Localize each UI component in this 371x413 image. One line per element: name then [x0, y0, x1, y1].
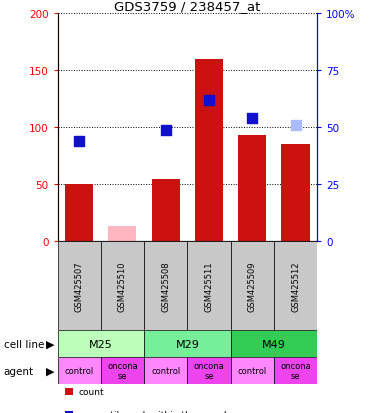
Text: oncona
se: oncona se: [280, 361, 311, 380]
Text: percentile rank within the sample: percentile rank within the sample: [79, 410, 232, 413]
Bar: [144, 242, 187, 330]
Point: [249, 116, 255, 122]
Text: GSM425507: GSM425507: [75, 261, 83, 311]
Text: GSM425509: GSM425509: [248, 261, 257, 311]
Bar: [144, 330, 231, 357]
Bar: [144, 357, 187, 384]
Bar: [101, 357, 144, 384]
Point: [76, 138, 82, 145]
Point: [206, 97, 212, 104]
Text: GSM425512: GSM425512: [291, 261, 300, 311]
Bar: [274, 357, 317, 384]
Bar: [238, 136, 266, 242]
Text: M49: M49: [262, 339, 286, 349]
Bar: [274, 242, 317, 330]
Bar: [58, 242, 101, 330]
Text: cell line: cell line: [4, 339, 44, 349]
Bar: [101, 242, 144, 330]
Bar: [231, 357, 274, 384]
Text: control: control: [151, 366, 180, 375]
Text: ▶: ▶: [46, 339, 54, 349]
Bar: [58, 330, 144, 357]
Point: [293, 122, 299, 129]
Bar: [152, 179, 180, 242]
Title: GDS3759 / 238457_at: GDS3759 / 238457_at: [114, 0, 260, 13]
Bar: [108, 227, 137, 242]
Text: count: count: [79, 387, 104, 396]
Text: agent: agent: [4, 366, 34, 376]
Bar: [195, 60, 223, 242]
Bar: [282, 145, 310, 242]
Bar: [65, 185, 93, 242]
Text: GSM425511: GSM425511: [204, 261, 213, 311]
Text: GSM425510: GSM425510: [118, 261, 127, 311]
Bar: [187, 357, 231, 384]
Text: control: control: [238, 366, 267, 375]
Text: M29: M29: [175, 339, 199, 349]
Text: GSM425508: GSM425508: [161, 261, 170, 311]
Text: control: control: [65, 366, 94, 375]
Text: M25: M25: [89, 339, 113, 349]
Text: oncona
se: oncona se: [194, 361, 224, 380]
Bar: [187, 242, 231, 330]
Bar: [231, 330, 317, 357]
Bar: [58, 357, 101, 384]
Text: oncona
se: oncona se: [107, 361, 138, 380]
Bar: [231, 242, 274, 330]
Text: ▶: ▶: [46, 366, 54, 376]
Point: [163, 127, 169, 134]
